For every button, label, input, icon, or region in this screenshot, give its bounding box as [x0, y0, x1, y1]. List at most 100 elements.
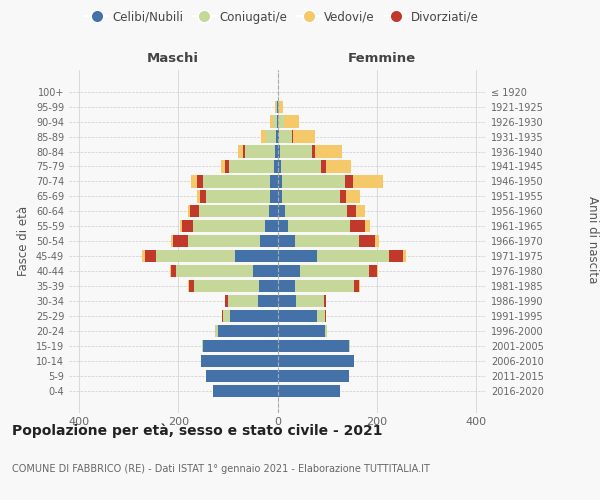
- Bar: [277, 370, 349, 382]
- Bar: [265, 220, 277, 232]
- Bar: [295, 235, 359, 248]
- Bar: [206, 190, 270, 202]
- Bar: [260, 130, 266, 142]
- Bar: [259, 280, 277, 292]
- Bar: [200, 355, 277, 367]
- Bar: [350, 220, 365, 232]
- Bar: [243, 146, 245, 158]
- Bar: [189, 280, 194, 292]
- Bar: [280, 100, 283, 113]
- Bar: [270, 116, 272, 128]
- Bar: [245, 146, 275, 158]
- Bar: [370, 265, 377, 278]
- Bar: [188, 205, 190, 218]
- Bar: [229, 160, 274, 172]
- Bar: [173, 235, 188, 248]
- Bar: [215, 325, 218, 337]
- Bar: [285, 205, 347, 218]
- Bar: [270, 176, 277, 188]
- Legend: Celibi/Nubili, Coniugati/e, Vedovi/e, Divorziati/e: Celibi/Nubili, Coniugati/e, Vedovi/e, Di…: [80, 6, 484, 28]
- Bar: [275, 100, 277, 113]
- Bar: [272, 116, 277, 128]
- Bar: [199, 205, 269, 218]
- Bar: [292, 130, 293, 142]
- Bar: [377, 265, 378, 278]
- Bar: [190, 205, 199, 218]
- Bar: [296, 295, 323, 307]
- Bar: [277, 220, 289, 232]
- Bar: [270, 190, 277, 202]
- Bar: [277, 146, 280, 158]
- Bar: [315, 146, 342, 158]
- Bar: [145, 250, 156, 262]
- Bar: [200, 190, 206, 202]
- Bar: [197, 190, 200, 202]
- Bar: [353, 176, 383, 188]
- Bar: [277, 340, 349, 352]
- Bar: [182, 220, 193, 232]
- Bar: [293, 130, 315, 142]
- Bar: [188, 280, 189, 292]
- Bar: [188, 235, 260, 248]
- Bar: [277, 205, 285, 218]
- Bar: [142, 250, 145, 262]
- Bar: [260, 235, 277, 248]
- Bar: [235, 250, 277, 262]
- Bar: [191, 176, 197, 188]
- Bar: [225, 160, 229, 172]
- Bar: [277, 310, 317, 322]
- Bar: [202, 340, 203, 352]
- Bar: [226, 295, 228, 307]
- Bar: [176, 265, 253, 278]
- Bar: [283, 190, 340, 202]
- Bar: [289, 220, 350, 232]
- Bar: [317, 310, 325, 322]
- Bar: [275, 130, 277, 142]
- Text: Anni di nascita: Anni di nascita: [586, 196, 599, 284]
- Bar: [280, 146, 312, 158]
- Bar: [230, 310, 277, 322]
- Text: Femmine: Femmine: [347, 52, 416, 65]
- Bar: [238, 146, 243, 158]
- Bar: [277, 176, 283, 188]
- Bar: [312, 146, 315, 158]
- Bar: [375, 235, 379, 248]
- Bar: [359, 235, 375, 248]
- Bar: [281, 160, 321, 172]
- Bar: [266, 130, 275, 142]
- Bar: [206, 370, 277, 382]
- Bar: [171, 265, 176, 278]
- Bar: [277, 235, 295, 248]
- Bar: [283, 176, 344, 188]
- Bar: [222, 310, 223, 322]
- Bar: [300, 265, 370, 278]
- Bar: [277, 250, 317, 262]
- Bar: [277, 384, 340, 397]
- Bar: [321, 160, 326, 172]
- Bar: [277, 190, 283, 202]
- Bar: [213, 384, 277, 397]
- Bar: [194, 280, 259, 292]
- Bar: [277, 325, 325, 337]
- Bar: [218, 325, 277, 337]
- Bar: [253, 265, 277, 278]
- Bar: [355, 280, 359, 292]
- Bar: [275, 146, 277, 158]
- Bar: [323, 295, 326, 307]
- Bar: [171, 235, 173, 248]
- Bar: [403, 250, 406, 262]
- Bar: [340, 190, 346, 202]
- Bar: [277, 295, 296, 307]
- Bar: [203, 176, 270, 188]
- Bar: [278, 116, 284, 128]
- Bar: [277, 160, 281, 172]
- Bar: [365, 220, 370, 232]
- Bar: [325, 310, 326, 322]
- Bar: [277, 265, 300, 278]
- Bar: [326, 160, 351, 172]
- Bar: [278, 100, 280, 113]
- Bar: [325, 325, 327, 337]
- Bar: [197, 176, 203, 188]
- Bar: [193, 220, 265, 232]
- Bar: [295, 280, 355, 292]
